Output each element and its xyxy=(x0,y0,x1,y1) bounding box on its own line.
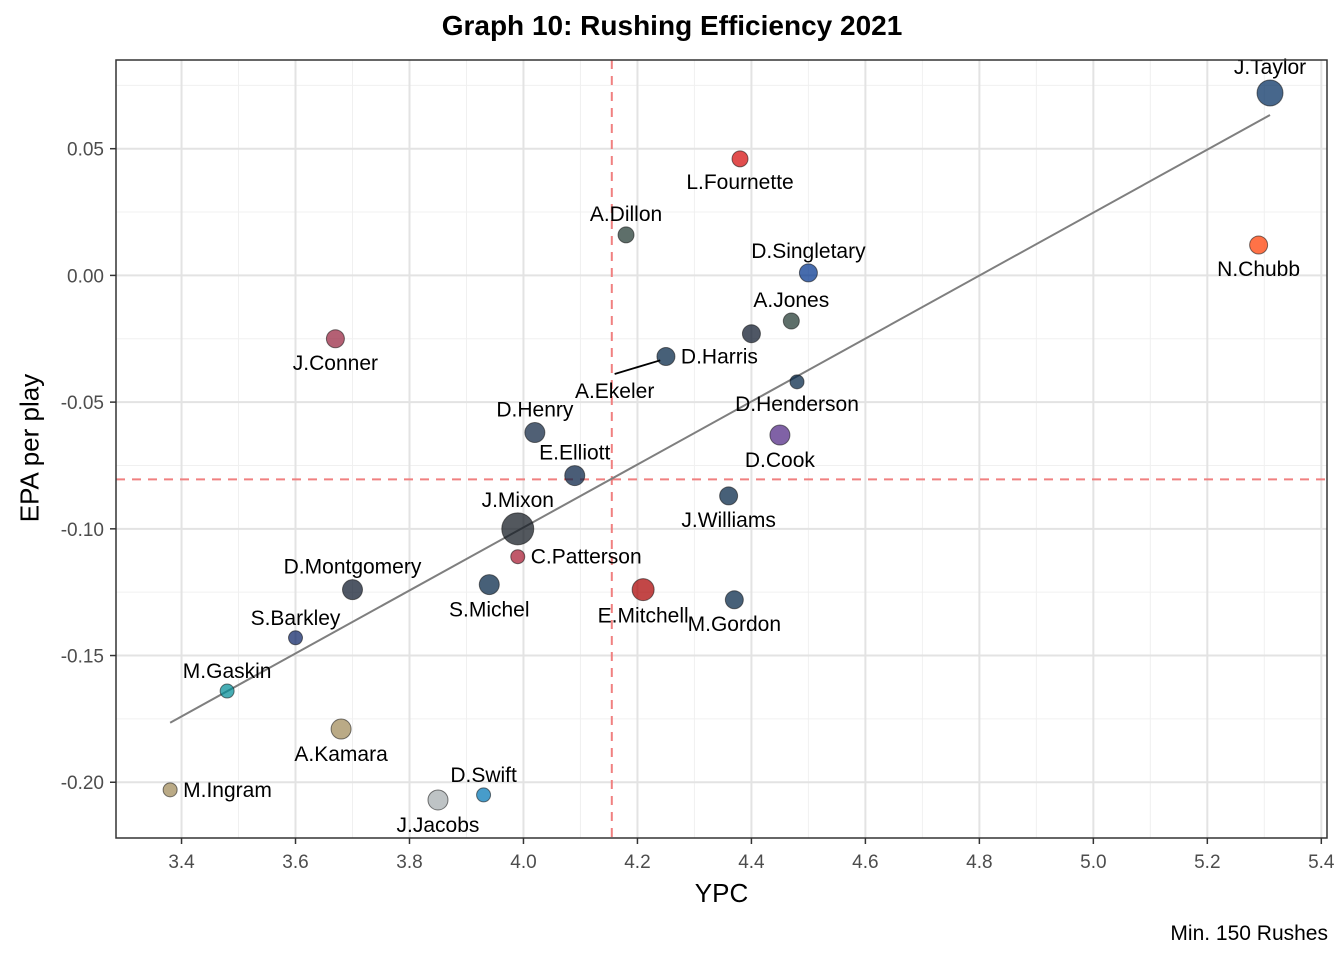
data-point xyxy=(724,590,744,610)
data-point xyxy=(731,150,749,168)
x-tick-label: 5.0 xyxy=(1080,852,1106,873)
data-point xyxy=(719,486,739,506)
x-tick-label: 3.8 xyxy=(396,852,422,873)
point-label: J.Mixon xyxy=(482,489,554,512)
y-tick-label: -0.15 xyxy=(61,647,104,668)
chart-title: Graph 10: Rushing Efficiency 2021 xyxy=(441,10,903,41)
point-label: D.Swift xyxy=(450,764,517,787)
data-point xyxy=(656,347,676,367)
point-label: N.Chubb xyxy=(1217,258,1300,281)
y-tick-label: 0.05 xyxy=(67,140,104,161)
point-label: M.Gordon xyxy=(688,613,781,636)
point-label: L.Fournette xyxy=(686,171,793,194)
x-tick-label: 4.0 xyxy=(510,852,536,873)
point-label: E.Mitchell xyxy=(598,605,689,628)
data-point xyxy=(1249,235,1269,255)
y-axis-ticks: -0.20 -0.15 -0.10 -0.05 0.00 0.05 xyxy=(61,140,116,794)
data-point xyxy=(782,312,800,330)
data-point xyxy=(330,718,352,740)
major-gridlines xyxy=(116,60,1327,838)
point-label: J.Jacobs xyxy=(397,814,480,837)
point-label: M.Gaskin xyxy=(183,660,272,683)
y-tick-label: -0.05 xyxy=(61,393,104,414)
plot-panel xyxy=(116,60,1327,838)
point-label: S.Barkley xyxy=(251,607,341,630)
point-label: E.Elliott xyxy=(539,442,610,465)
point-label: J.Williams xyxy=(681,509,776,532)
x-axis-ticks: 3.4 3.6 3.8 4.0 4.2 4.4 4.6 4.8 5.0 5.2 5.4 xyxy=(168,838,1335,873)
point-label: A.Ekeler xyxy=(575,380,654,403)
data-point xyxy=(798,263,818,283)
data-point xyxy=(617,226,635,244)
x-axis-label: YPC xyxy=(694,878,749,908)
x-tick-label: 5.4 xyxy=(1308,852,1335,873)
mean-reference-lines xyxy=(116,60,1327,838)
x-tick-label: 4.6 xyxy=(852,852,878,873)
data-point xyxy=(427,789,449,811)
point-label: S.Michel xyxy=(449,599,530,622)
data-point xyxy=(501,512,535,546)
data-point xyxy=(288,630,304,646)
point-label: D.Henry xyxy=(496,399,574,422)
y-tick-label: -0.10 xyxy=(61,520,104,541)
data-point xyxy=(162,782,178,798)
data-point xyxy=(564,465,586,487)
point-label: D.Henderson xyxy=(735,393,859,416)
y-axis-label: EPA per play xyxy=(14,373,45,523)
point-label: C.Patterson xyxy=(531,546,642,569)
data-point xyxy=(524,422,546,444)
data-point xyxy=(769,424,791,446)
x-tick-label: 3.4 xyxy=(168,852,195,873)
data-point xyxy=(325,329,345,349)
x-tick-label: 4.2 xyxy=(624,852,650,873)
x-tick-label: 4.8 xyxy=(966,852,992,873)
x-tick-label: 4.4 xyxy=(738,852,765,873)
data-point xyxy=(219,683,235,699)
x-tick-label: 5.2 xyxy=(1194,852,1220,873)
data-point xyxy=(510,549,526,565)
y-tick-label: 0.00 xyxy=(67,266,104,287)
point-label: A.Jones xyxy=(753,289,829,312)
trend-line-group xyxy=(169,114,1271,724)
point-label: D.Cook xyxy=(745,449,816,472)
point-label: D.Harris xyxy=(681,346,758,369)
point-labels: J.Taylor L.Fournette A.Dillon N.Chubb D.Sing… xyxy=(183,56,1306,837)
plot-border xyxy=(115,59,1328,839)
data-point xyxy=(789,374,805,390)
point-label: A.Dillon xyxy=(590,203,662,226)
point-label: J.Conner xyxy=(293,352,378,375)
point-label: D.Singletary xyxy=(751,240,866,263)
y-tick-label: -0.20 xyxy=(61,773,104,794)
data-point xyxy=(741,324,761,344)
data-point xyxy=(476,787,492,803)
data-point xyxy=(631,578,655,602)
data-point xyxy=(1256,79,1284,107)
point-label: M.Ingram xyxy=(183,779,272,802)
data-points xyxy=(162,79,1284,811)
trend-line xyxy=(169,114,1271,724)
minor-gridlines xyxy=(116,60,1327,838)
data-point xyxy=(342,579,364,601)
point-label: D.Montgomery xyxy=(284,556,422,579)
chart-caption: Min. 150 Rushes xyxy=(1170,922,1328,945)
label-leader-line xyxy=(614,359,661,375)
data-point xyxy=(478,574,500,596)
x-tick-label: 3.6 xyxy=(282,852,308,873)
point-label: J.Taylor xyxy=(1234,56,1306,79)
point-label: A.Kamara xyxy=(294,743,388,766)
